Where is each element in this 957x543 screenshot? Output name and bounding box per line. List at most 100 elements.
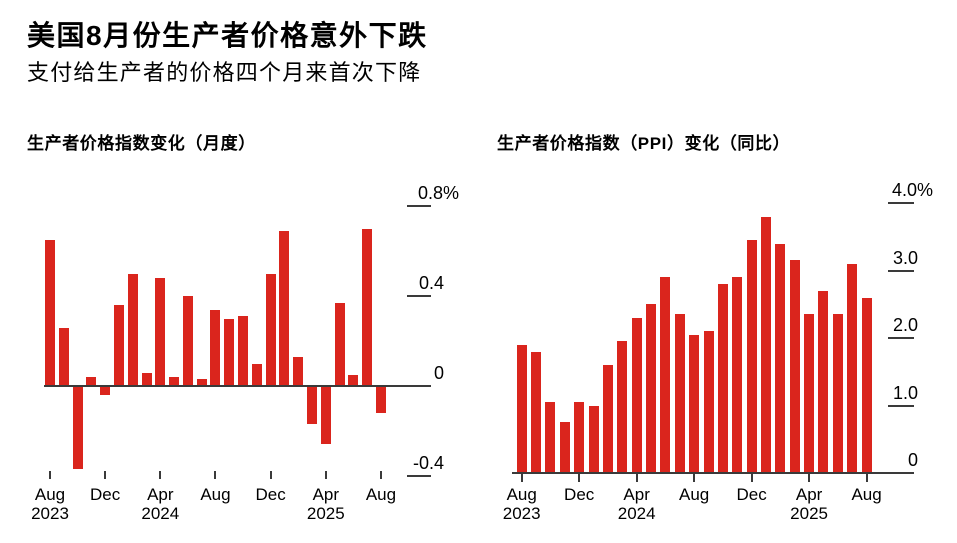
y-axis-label: 0 [907, 450, 918, 470]
x-axis-tick [214, 471, 217, 479]
x-axis-month-label: Dec [90, 485, 121, 504]
bar-may-2025 [818, 290, 829, 473]
bar-jul-2025 [362, 228, 373, 386]
bar-mar-2025 [789, 260, 800, 473]
x-axis-month-label: Aug [679, 485, 710, 504]
bar-jan-2024 [588, 405, 599, 473]
bar-dec-2024 [746, 240, 757, 473]
y-axis-label: 3.0 [892, 247, 918, 268]
x-axis-tick [269, 471, 272, 479]
y-axis-label: 4.0% [891, 180, 933, 200]
x-axis-year-label: 2025 [306, 504, 345, 523]
x-axis-tick [808, 473, 811, 482]
x-axis-year-label: 2023 [502, 504, 541, 523]
x-axis-tick [159, 471, 162, 479]
x-axis-month-label: Apr [147, 485, 174, 504]
x-axis-tick [520, 473, 523, 482]
x-axis-tick [750, 473, 753, 482]
bar-jun-2024 [182, 296, 193, 386]
x-axis-month-label: Dec [564, 485, 595, 504]
bar-may-2024 [646, 304, 657, 473]
bar-jan-2025 [760, 216, 771, 473]
y-axis-tick [888, 269, 914, 272]
bar-aug-2024 [210, 309, 221, 386]
x-axis-year-label: 2025 [790, 504, 828, 523]
x-axis-tick [635, 473, 638, 482]
bar-apr-2024 [155, 278, 166, 386]
bar-sep-2023 [58, 327, 69, 386]
y-axis-tick [407, 205, 431, 208]
y-axis-tick [888, 337, 914, 339]
x-axis-year-label: 2023 [31, 504, 69, 523]
x-axis-month-label: Apr [312, 485, 340, 504]
y-axis-label: 0.4 [418, 273, 444, 294]
bar-jan-2025 [279, 231, 290, 386]
bar-feb-2025 [293, 356, 304, 386]
chart-title-yoy: 生产者价格指数（PPI）变化（同比） [497, 134, 791, 153]
bar-oct-2023 [72, 386, 83, 470]
bar-may-2025 [334, 302, 345, 386]
x-axis-tick [324, 471, 327, 479]
bar-nov-2024 [251, 363, 262, 386]
bar-feb-2024 [602, 365, 613, 473]
bar-dec-2023 [100, 386, 111, 395]
y-axis-tick [407, 295, 431, 298]
y-axis-label: 0 [433, 363, 444, 383]
y-axis-tick [888, 404, 914, 407]
bar-sep-2023 [531, 351, 542, 473]
bar-jul-2024 [674, 314, 685, 473]
x-axis-tick [578, 473, 581, 482]
x-axis-month-label: Aug [506, 485, 537, 504]
bar-sep-2024 [224, 318, 235, 386]
x-axis-month-label: Aug [851, 485, 882, 504]
y-axis-label: -0.4 [412, 452, 444, 473]
y-axis-tick [407, 474, 431, 477]
x-axis-line [512, 472, 914, 474]
bar-jun-2025 [348, 374, 359, 386]
x-axis-tick [865, 473, 868, 482]
bar-jul-2025 [847, 263, 858, 473]
x-axis-tick [379, 471, 382, 479]
x-axis-month-label: Dec [736, 485, 767, 504]
bar-nov-2023 [559, 422, 570, 473]
bar-oct-2024 [717, 284, 728, 473]
x-axis-month-label: Aug [34, 485, 66, 504]
bar-mar-2025 [307, 386, 317, 425]
bar-mar-2024 [141, 372, 152, 386]
bar-jun-2025 [832, 314, 843, 473]
chart-title-monthly: 生产者价格指数变化（月度） [27, 134, 256, 153]
bar-jul-2024 [196, 379, 207, 386]
bar-jun-2024 [660, 277, 671, 473]
bar-sep-2024 [703, 331, 714, 473]
subtitle: 支付给生产者的价格四个月来首次下降 [27, 60, 422, 85]
bar-apr-2025 [804, 314, 815, 473]
bar-mar-2024 [617, 341, 628, 473]
x-axis-year-label: 2024 [141, 504, 180, 523]
x-axis-tick [104, 471, 107, 479]
y-axis-label: 0.8% [417, 183, 459, 204]
y-axis-tick [407, 385, 431, 387]
y-axis-label: 1.0 [892, 382, 918, 403]
bar-dec-2024 [265, 273, 276, 386]
bar-apr-2025 [320, 386, 331, 445]
bar-feb-2024 [127, 273, 138, 386]
bar-aug-2023 [516, 344, 527, 473]
bar-oct-2024 [238, 316, 249, 386]
bar-nov-2023 [86, 377, 97, 386]
bar-aug-2023 [45, 240, 55, 386]
x-axis-month-label: Dec [255, 485, 286, 504]
x-axis-line [44, 385, 410, 387]
bar-feb-2025 [775, 243, 786, 473]
y-axis-tick [888, 202, 914, 204]
bar-apr-2024 [631, 317, 642, 473]
bar-aug-2024 [689, 334, 700, 473]
x-axis-month-label: Apr [795, 485, 823, 504]
x-axis-tick [693, 473, 696, 482]
main-title: 美国8月份生产者价格意外下跌 [27, 20, 428, 51]
x-axis-year-label: 2024 [617, 504, 656, 523]
bar-jan-2024 [113, 305, 124, 386]
x-axis-month-label: Apr [623, 485, 650, 504]
bar-aug-2025 [861, 297, 872, 473]
y-axis-label: 2.0 [892, 315, 918, 335]
